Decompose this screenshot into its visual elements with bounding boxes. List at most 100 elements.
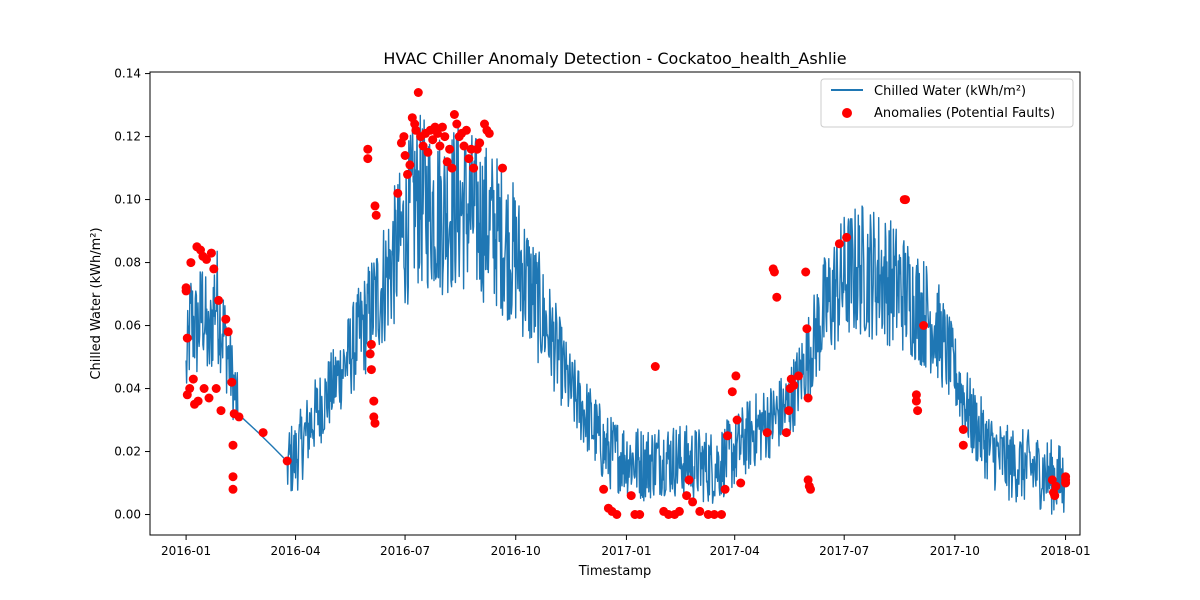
anomaly-point <box>371 210 381 220</box>
anomaly-point <box>919 321 929 330</box>
anomaly-point <box>228 440 238 450</box>
anomaly-point <box>834 239 844 249</box>
anomaly-point <box>234 412 244 422</box>
anomaly-point <box>452 119 462 129</box>
anomaly-point <box>403 169 412 179</box>
anomaly-point <box>794 371 803 381</box>
y-axis-label: Chilled Water (kWh/m²) <box>89 227 104 379</box>
anomaly-point <box>1051 481 1061 491</box>
anomaly-point <box>440 132 450 142</box>
anomaly-point <box>363 144 373 154</box>
anomaly-point <box>459 141 469 151</box>
anomaly-point <box>769 267 779 277</box>
anomaly-point <box>400 151 410 160</box>
anomaly-point <box>688 497 698 507</box>
anomaly-point <box>399 132 409 142</box>
anomaly-point <box>684 475 694 485</box>
anomaly-point <box>228 472 238 482</box>
anomaly-point <box>413 88 423 97</box>
anomaly-point <box>626 491 636 501</box>
anomaly-point <box>803 393 813 403</box>
x-tick-label: 2016-04 <box>271 544 321 558</box>
anomaly-point <box>258 428 268 438</box>
anomaly-point <box>911 390 921 400</box>
anomaly-point <box>461 125 471 135</box>
anomaly-point <box>282 456 292 466</box>
anomaly-point <box>650 362 660 371</box>
anomaly-point <box>221 314 231 324</box>
x-axis-label: Timestamp <box>578 564 652 579</box>
anomaly-point <box>442 157 452 167</box>
anomaly-point <box>1050 491 1060 501</box>
anomaly-point <box>186 258 196 268</box>
anomaly-point <box>209 264 219 274</box>
anomaly-point <box>464 154 474 164</box>
legend-label-scatter: Anomalies (Potential Faults) <box>874 106 1055 121</box>
anomaly-point <box>913 406 923 416</box>
anomaly-point <box>784 406 794 416</box>
anomaly-point <box>802 324 812 334</box>
x-tick-label: 2017-04 <box>710 544 760 558</box>
anomaly-point <box>204 393 214 403</box>
anomaly-point <box>433 128 442 138</box>
anomaly-point <box>911 396 921 406</box>
anomaly-point <box>365 349 375 359</box>
anomaly-point <box>612 510 622 519</box>
chilled-water-series-line <box>185 114 1066 515</box>
anomaly-point <box>423 147 433 157</box>
anomaly-point <box>717 510 726 519</box>
anomaly-point <box>228 484 238 494</box>
anomaly-point <box>842 232 852 242</box>
anomaly-point <box>901 195 910 205</box>
anomaly-point <box>418 141 428 151</box>
anomaly-point <box>366 339 376 349</box>
anomaly-point <box>435 141 445 151</box>
anomaly-point <box>185 384 195 393</box>
x-tick-label: 2016-01 <box>161 544 211 558</box>
plot-area <box>181 88 1071 519</box>
anomaly-point <box>789 380 799 390</box>
anomaly-point <box>720 484 730 494</box>
anomaly-point <box>199 384 209 393</box>
legend: Chilled Water (kWh/m²) Anomalies (Potent… <box>820 78 1074 128</box>
x-axis: 2016-01 2016-04 2016-07 2016-10 2017-01 2017-… <box>161 535 1091 558</box>
anomaly-point <box>411 125 421 135</box>
anomaly-point <box>727 387 737 397</box>
anomaly-point <box>695 506 705 516</box>
anomaly-points <box>181 88 1071 519</box>
anomaly-point <box>772 292 782 302</box>
legend-scatter-marker <box>842 108 852 118</box>
anomaly-point <box>723 431 732 441</box>
anomaly-point <box>405 160 415 170</box>
y-tick-label: 0.10 <box>114 193 141 207</box>
anomaly-point <box>801 267 811 277</box>
anomaly-point <box>736 478 746 488</box>
x-tick-label: 2018-01 <box>1040 544 1090 558</box>
anomaly-point <box>206 248 216 258</box>
legend-label-line: Chilled Water (kWh/m²) <box>874 84 1026 99</box>
anomaly-point <box>731 371 741 381</box>
anomaly-point <box>437 122 447 132</box>
legend-frame <box>820 78 1074 128</box>
anomaly-point <box>682 491 692 501</box>
anomaly-point <box>393 188 403 198</box>
anomaly-point <box>370 201 380 211</box>
anomaly-point <box>449 110 459 119</box>
y-tick-label: 0.02 <box>114 445 141 459</box>
anomaly-point <box>762 428 772 438</box>
y-tick-label: 0.00 <box>114 508 141 522</box>
y-tick-label: 0.12 <box>114 130 141 144</box>
y-tick-label: 0.08 <box>114 256 141 270</box>
anomaly-point <box>428 135 438 145</box>
anomaly-point <box>182 333 192 343</box>
anomaly-point <box>445 144 455 154</box>
anomaly-point <box>181 286 191 296</box>
x-tick-label: 2017-07 <box>819 544 869 558</box>
chart-title: HVAC Chiller Anomaly Detection - Cockato… <box>383 49 846 69</box>
anomaly-point <box>211 384 221 393</box>
anomaly-point <box>188 374 198 384</box>
x-tick-label: 2017-01 <box>601 544 651 558</box>
x-tick-label: 2016-07 <box>380 544 430 558</box>
anomaly-point <box>484 128 494 138</box>
